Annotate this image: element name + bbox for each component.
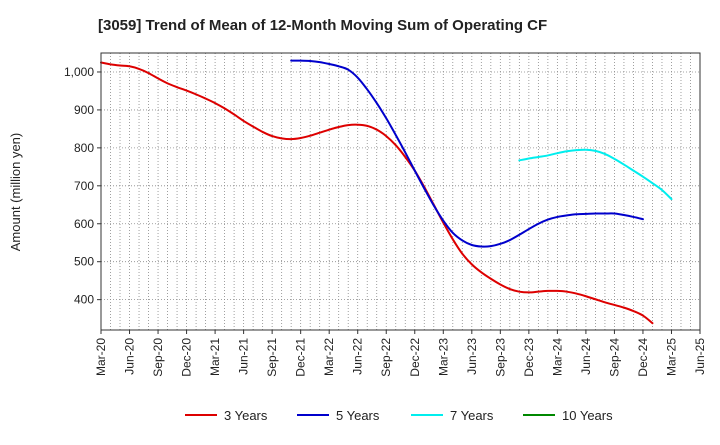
plot-background <box>101 53 700 330</box>
legend-label-7-years: 7 Years <box>450 408 494 423</box>
x-tick-label: Sep-24 <box>607 338 621 377</box>
y-tick-label: 800 <box>74 141 94 155</box>
legend-label-3-years: 3 Years <box>224 408 268 423</box>
y-tick-label: 500 <box>74 255 94 269</box>
x-tick-label: Dec-23 <box>522 338 536 377</box>
x-tick-label: Sep-23 <box>493 338 507 377</box>
x-tick-label: Jun-23 <box>465 338 479 375</box>
legend-item-7-years: 7 Years <box>411 408 494 423</box>
x-tick-label: Sep-20 <box>151 338 165 377</box>
x-tick-label: Jun-20 <box>123 338 137 375</box>
legend: 3 Years 5 Years 7 Years 10 Years <box>185 408 613 423</box>
x-grid <box>100 53 701 330</box>
legend-item-5-years: 5 Years <box>297 408 380 423</box>
y-axis-label: Amount (million yen) <box>8 133 23 252</box>
x-tick-label: Dec-22 <box>408 338 422 377</box>
chart-title: [3059] Trend of Mean of 12-Month Moving … <box>98 17 547 34</box>
x-tick-label: Dec-20 <box>180 338 194 377</box>
y-tick-label: 1,000 <box>64 65 94 79</box>
x-tick-label: Mar-22 <box>322 338 336 376</box>
y-tick-label: 400 <box>74 293 94 307</box>
y-tick-label: 600 <box>74 217 94 231</box>
y-tick-label: 700 <box>74 179 94 193</box>
x-tick-label: Jun-21 <box>237 338 251 375</box>
x-tick-label: Sep-21 <box>265 338 279 377</box>
series-line-3-years <box>100 61 654 325</box>
x-tick-label: Dec-24 <box>636 338 650 377</box>
x-tick-label: Sep-22 <box>379 338 393 377</box>
x-tick-label: Mar-24 <box>550 338 564 376</box>
legend-label-10-years: 10 Years <box>562 408 613 423</box>
plot-area: Mar-20 Jun-20 Sep-20 Dec-20 Mar-21 Jun-21 Sep-… <box>64 52 707 377</box>
x-tick-labels: Mar-20 Jun-20 Sep-20 Dec-20 Mar-21 Jun-21 Sep-… <box>94 330 707 377</box>
x-tick-label: Mar-25 <box>664 338 678 376</box>
series-line-7-years <box>518 148 673 201</box>
legend-label-5-years: 5 Years <box>336 408 380 423</box>
x-tick-label: Mar-20 <box>94 338 108 376</box>
x-tick-label: Mar-23 <box>436 338 450 376</box>
x-tick-label: Mar-21 <box>208 338 222 376</box>
x-tick-label: Jun-22 <box>351 338 365 375</box>
legend-item-10-years: 10 Years <box>523 408 613 423</box>
x-tick-label: Jun-24 <box>579 338 593 375</box>
legend-item-3-years: 3 Years <box>185 408 268 423</box>
x-tick-label: Jun-25 <box>693 338 707 375</box>
x-tick-label: Dec-21 <box>294 338 308 377</box>
series-line-5-years <box>290 59 644 248</box>
y-tick-labels: 400 500 600 700 800 900 1,000 <box>64 65 101 307</box>
plot-border <box>100 52 701 331</box>
y-tick-label: 900 <box>74 103 94 117</box>
